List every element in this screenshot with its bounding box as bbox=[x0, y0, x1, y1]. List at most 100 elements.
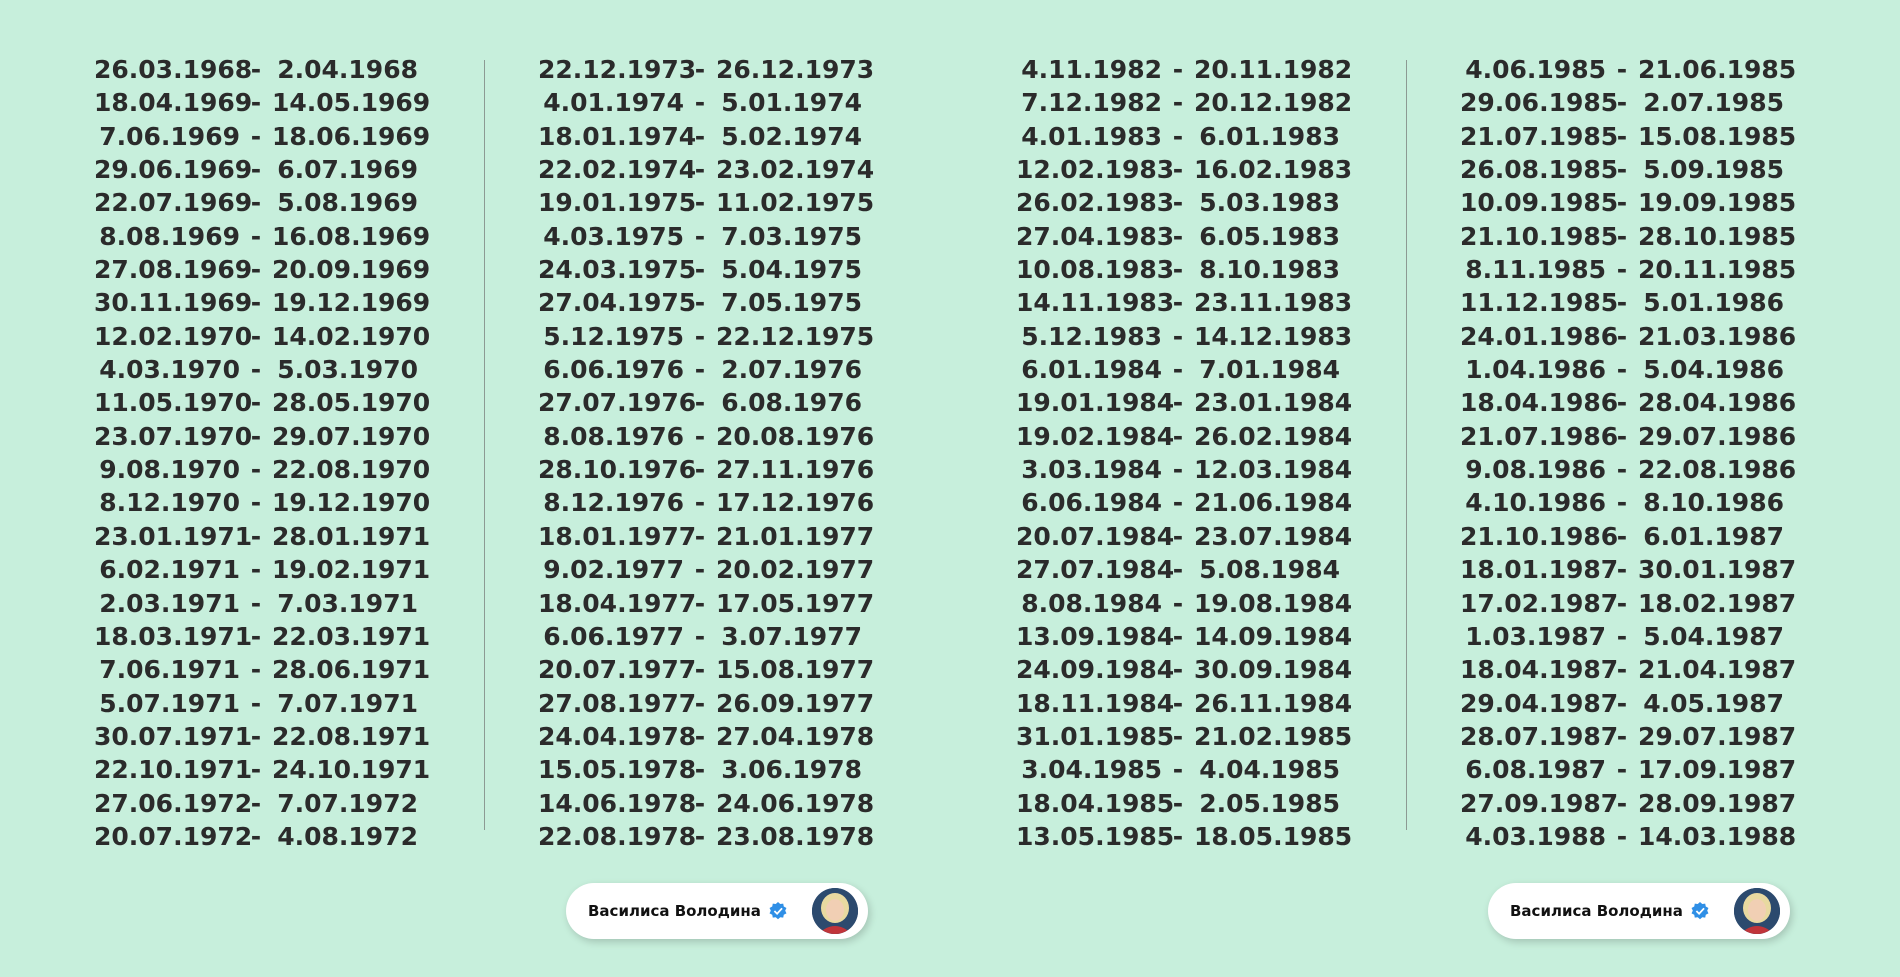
range-separator: - bbox=[1616, 355, 1628, 385]
end-date: 20.12.1982 bbox=[1194, 88, 1353, 118]
date-range-row: 18.01.1974-5.02.1974 bbox=[538, 120, 862, 153]
start-date: 7.06.1969 bbox=[99, 121, 240, 151]
author-badge[interactable]: Василиса Володина bbox=[566, 883, 868, 939]
date-range-row: 1.03.1987-5.04.1987 bbox=[1460, 620, 1784, 653]
end-date: 5.01.1986 bbox=[1643, 288, 1784, 318]
range-separator: - bbox=[694, 555, 706, 585]
range-separator: - bbox=[1616, 688, 1628, 718]
range-separator: - bbox=[250, 55, 262, 84]
end-date: 16.08.1969 bbox=[272, 221, 431, 251]
date-range-row: 4.11.1982-20.11.1982 bbox=[1016, 53, 1352, 86]
range-separator: - bbox=[1616, 121, 1628, 151]
range-separator: - bbox=[1172, 421, 1184, 451]
date-range-row: 11.12.1985-5.01.1986 bbox=[1460, 286, 1784, 319]
end-date: 20.09.1969 bbox=[272, 255, 431, 285]
date-range-row: 22.02.1974-23.02.1974 bbox=[538, 153, 875, 186]
start-date: 13.09.1984 bbox=[1016, 621, 1175, 651]
start-date: 18.04.1977 bbox=[538, 588, 697, 618]
date-range-row: 18.04.1977-17.05.1977 bbox=[538, 587, 874, 620]
date-range-row: 7.06.1971-28.06.1971 bbox=[94, 653, 431, 686]
date-range-row: 30.07.1971-22.08.1971 bbox=[94, 720, 430, 753]
date-range-row: 13.09.1984-14.09.1984 bbox=[1016, 620, 1352, 653]
range-separator: - bbox=[1172, 121, 1184, 151]
range-separator: - bbox=[250, 755, 262, 785]
start-date: 7.12.1982 bbox=[1021, 88, 1162, 118]
start-date: 20.07.1977 bbox=[538, 655, 697, 685]
end-date: 27.11.1976 bbox=[716, 455, 875, 485]
date-range-row: 4.03.1975-7.03.1975 bbox=[538, 220, 862, 253]
date-range-row: 8.11.1985-20.11.1985 bbox=[1460, 253, 1796, 286]
start-date: 19.02.1984 bbox=[1016, 421, 1175, 451]
start-date: 8.11.1985 bbox=[1465, 255, 1606, 285]
range-separator: - bbox=[250, 388, 262, 418]
end-date: 3.07.1977 bbox=[721, 621, 862, 651]
end-date: 22.12.1975 bbox=[716, 321, 875, 351]
date-range-row: 24.01.1986-21.03.1986 bbox=[1460, 320, 1797, 353]
date-range-row: 18.03.1971-22.03.1971 bbox=[94, 620, 430, 653]
end-date: 3.06.1978 bbox=[721, 755, 862, 785]
end-date: 14.02.1970 bbox=[272, 321, 431, 351]
range-separator: - bbox=[1172, 788, 1184, 818]
start-date: 2.03.1971 bbox=[99, 588, 240, 618]
start-date: 22.08.1978 bbox=[538, 821, 697, 851]
start-date: 17.02.1987 bbox=[1460, 588, 1619, 618]
end-date: 24.10.1971 bbox=[272, 755, 431, 785]
date-range-row: 26.03.1968-2.04.1968 bbox=[94, 53, 418, 86]
range-separator: - bbox=[1172, 555, 1184, 585]
date-range-row: 8.08.1969-16.08.1969 bbox=[94, 220, 431, 253]
range-separator: - bbox=[250, 155, 262, 185]
range-separator: - bbox=[1172, 355, 1184, 385]
end-date: 26.09.1977 bbox=[716, 688, 875, 718]
date-range-row: 23.01.1971-28.01.1971 bbox=[94, 520, 430, 553]
end-date: 7.03.1975 bbox=[721, 221, 862, 251]
start-date: 20.07.1972 bbox=[94, 821, 253, 851]
end-date: 28.05.1970 bbox=[272, 388, 431, 418]
end-date: 23.02.1974 bbox=[716, 155, 875, 185]
start-date: 27.07.1976 bbox=[538, 388, 697, 418]
start-date: 1.04.1986 bbox=[1465, 355, 1606, 385]
end-date: 6.05.1983 bbox=[1199, 221, 1340, 251]
start-date: 27.07.1984 bbox=[1016, 555, 1175, 585]
range-separator: - bbox=[694, 155, 706, 185]
start-date: 6.02.1971 bbox=[99, 555, 240, 585]
start-date: 9.02.1977 bbox=[543, 555, 684, 585]
end-date: 28.04.1986 bbox=[1638, 388, 1797, 418]
range-separator: - bbox=[250, 355, 262, 385]
date-range-row: 27.04.1975-7.05.1975 bbox=[538, 286, 862, 319]
range-separator: - bbox=[250, 421, 262, 451]
date-range-row: 4.01.1983-6.01.1983 bbox=[1016, 120, 1340, 153]
end-date: 21.03.1986 bbox=[1638, 321, 1797, 351]
end-date: 26.02.1984 bbox=[1194, 421, 1353, 451]
start-date: 31.01.1985 bbox=[1016, 721, 1175, 751]
start-date: 27.09.1987 bbox=[1460, 788, 1619, 818]
end-date: 19.12.1969 bbox=[272, 288, 431, 318]
range-separator: - bbox=[250, 88, 262, 118]
start-date: 18.03.1971 bbox=[94, 621, 253, 651]
end-date: 4.05.1987 bbox=[1643, 688, 1784, 718]
start-date: 10.08.1983 bbox=[1016, 255, 1175, 285]
start-date: 6.08.1987 bbox=[1465, 755, 1606, 785]
end-date: 29.07.1970 bbox=[272, 421, 431, 451]
start-date: 13.05.1985 bbox=[1016, 821, 1175, 851]
range-separator: - bbox=[1616, 188, 1628, 218]
date-range-row: 18.04.1986-28.04.1986 bbox=[1460, 386, 1797, 419]
author-badge[interactable]: Василиса Володина bbox=[1488, 883, 1790, 939]
range-separator: - bbox=[694, 821, 706, 851]
date-range-row: 27.07.1984-5.08.1984 bbox=[1016, 553, 1340, 586]
range-separator: - bbox=[1616, 788, 1628, 818]
range-separator: - bbox=[1616, 421, 1628, 451]
start-date: 4.10.1986 bbox=[1465, 488, 1606, 518]
range-separator: - bbox=[250, 521, 262, 551]
date-range-row: 18.04.1987-21.04.1987 bbox=[1460, 653, 1796, 686]
date-range-row: 5.07.1971-7.07.1971 bbox=[94, 687, 418, 720]
range-separator: - bbox=[1616, 521, 1628, 551]
date-range-row: 28.10.1976-27.11.1976 bbox=[538, 453, 875, 486]
start-date: 8.08.1976 bbox=[543, 421, 684, 451]
end-date: 17.09.1987 bbox=[1638, 755, 1797, 785]
date-range-row: 10.09.1985-19.09.1985 bbox=[1460, 186, 1796, 219]
end-date: 28.06.1971 bbox=[272, 655, 431, 685]
start-date: 7.06.1971 bbox=[99, 655, 240, 685]
end-date: 4.08.1972 bbox=[277, 821, 418, 851]
date-range-row: 8.08.1976-20.08.1976 bbox=[538, 420, 874, 453]
date-range-row: 11.05.1970-28.05.1970 bbox=[94, 386, 431, 419]
